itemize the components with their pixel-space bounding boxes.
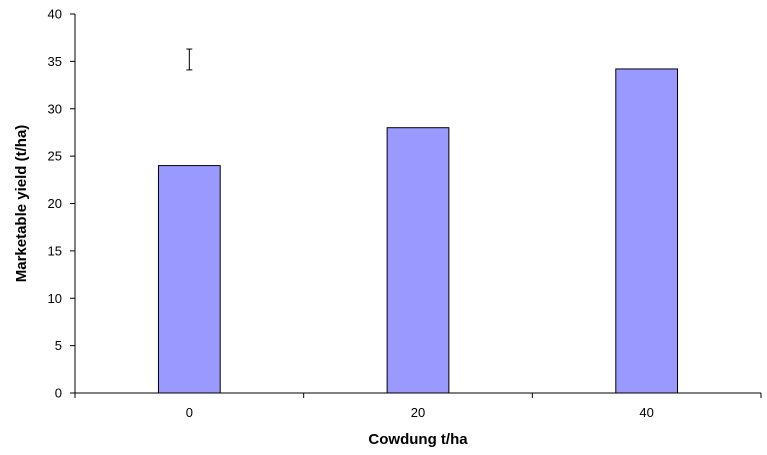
y-tick-label: 40 — [48, 7, 62, 22]
y-tick-label: 25 — [48, 149, 62, 164]
bar — [157, 165, 221, 394]
x-tick-label: 20 — [411, 405, 425, 420]
x-axis-ticks: 0 20 40 — [74, 393, 762, 420]
x-tick-label: 0 — [186, 405, 193, 420]
bar — [615, 68, 679, 394]
y-tick-label: 15 — [48, 243, 62, 258]
bars — [157, 68, 679, 394]
y-tick-label: 20 — [48, 196, 62, 211]
y-axis-title: Marketable yield (t/ha) — [13, 125, 30, 283]
y-tick-label: 35 — [48, 54, 62, 69]
y-tick-label: 5 — [55, 338, 62, 353]
bar — [386, 127, 450, 394]
y-tick-label: 30 — [48, 101, 62, 116]
x-tick-label: 40 — [639, 405, 653, 420]
error-bar — [186, 48, 193, 71]
y-axis-ticks: 0 5 10 15 20 25 30 35 40 — [48, 7, 75, 401]
y-tick-label: 0 — [55, 386, 62, 401]
y-tick-label: 10 — [48, 291, 62, 306]
x-axis-title: Cowdung t/ha — [368, 431, 468, 448]
